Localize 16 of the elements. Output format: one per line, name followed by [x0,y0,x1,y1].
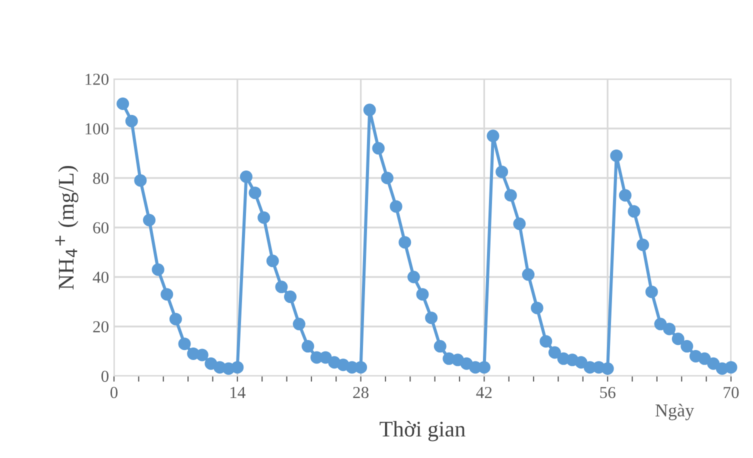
x-tick-label: 28 [353,386,368,398]
y-tick-label: 120 [86,74,109,85]
x-tick-label: 70 [724,386,739,398]
x-tick-label: 0 [110,386,118,398]
y-tick-label: 0 [101,370,109,382]
y-axis-title: NH$_{4}$$^{+}$ (mg/L) [55,166,78,290]
y-tick-label: 40 [92,272,109,283]
x-tick-label: 56 [600,386,616,398]
x-axis-title: Thời gian [380,420,466,442]
x-tick-label: 42 [476,386,492,398]
x-tick-label: 14 [230,386,246,398]
y-tick-label: 60 [93,222,109,234]
text: Ngày [656,404,694,420]
y-tick-label: 100 [86,123,109,134]
y-tick-label: 20 [93,321,109,332]
y-tick-label: 80 [93,172,109,184]
